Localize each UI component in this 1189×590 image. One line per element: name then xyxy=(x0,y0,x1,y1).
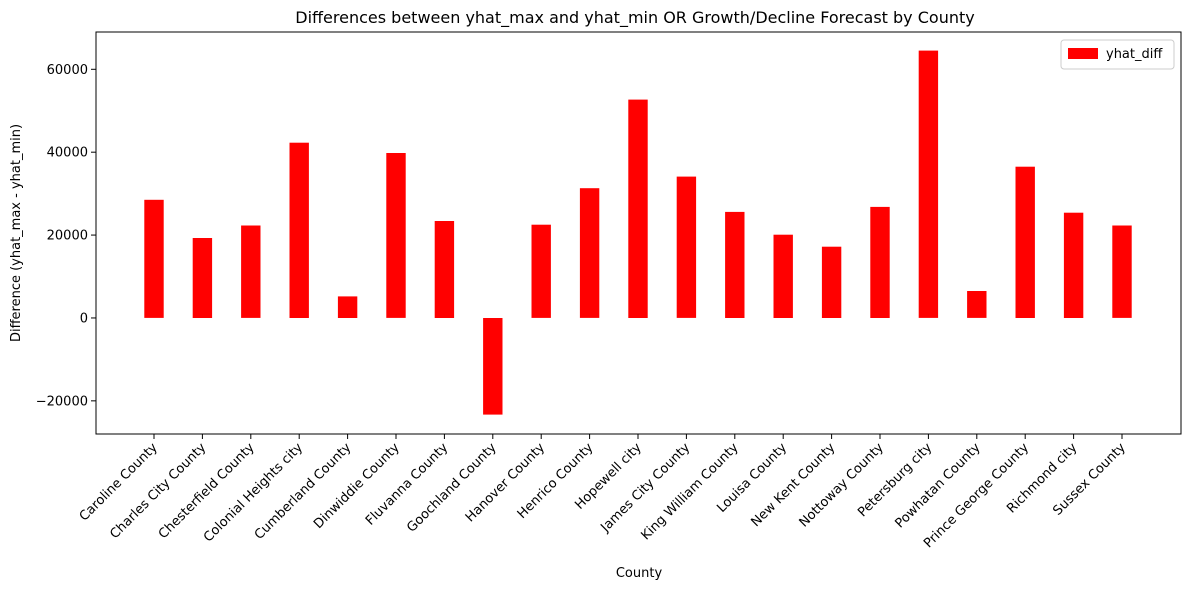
bars-group xyxy=(144,50,1132,415)
x-tick-label: James City County xyxy=(598,440,694,536)
x-tick-label: Goochland County xyxy=(404,440,500,536)
y-axis-label: Difference (yhat_max - yhat_min) xyxy=(9,124,24,342)
bar-4 xyxy=(337,296,358,318)
x-tick-label: King William County xyxy=(639,440,742,543)
bar-7 xyxy=(483,318,503,415)
bar-1 xyxy=(192,238,213,318)
bar-0 xyxy=(144,199,164,318)
y-ticks-group: −20000 0 20000 40000 60000 xyxy=(36,63,96,409)
bar-2 xyxy=(241,225,261,318)
bar-11 xyxy=(676,176,697,318)
x-axis-label: County xyxy=(616,566,663,581)
y-tick-label: 60000 xyxy=(47,63,88,78)
bar-17 xyxy=(967,291,987,318)
chart-title: Differences between yhat_max and yhat_mi… xyxy=(295,8,974,28)
x-tick-label: Caroline County xyxy=(77,440,161,524)
bar-18 xyxy=(1015,166,1035,318)
y-tick-label: 40000 xyxy=(47,146,88,161)
bar-19 xyxy=(1063,212,1084,318)
bar-9 xyxy=(579,188,600,318)
bar-16 xyxy=(918,50,939,318)
x-tick-label: Cumberland County xyxy=(252,440,355,543)
x-tick-label: Fluvanna County xyxy=(363,440,452,529)
x-tick-label: Nottoway County xyxy=(797,440,887,530)
x-tick-label: Charles City County xyxy=(107,440,209,542)
y-tick-label: −20000 xyxy=(36,394,88,409)
bar-12 xyxy=(725,211,745,318)
legend: yhat_diff xyxy=(1060,39,1175,70)
y-tick-label: 20000 xyxy=(47,229,88,244)
bar-20 xyxy=(1112,225,1132,318)
legend-swatch xyxy=(1068,48,1098,59)
x-tick-label: Dinwiddie County xyxy=(311,440,403,532)
bar-14 xyxy=(821,246,842,318)
bar-13 xyxy=(773,234,793,318)
bar-8 xyxy=(531,224,551,318)
x-tick-label: Powhatan County xyxy=(892,440,983,531)
bar-10 xyxy=(628,99,648,318)
x-tick-label: Chesterfield County xyxy=(156,440,258,542)
legend-box xyxy=(1060,39,1175,70)
legend-label: yhat_diff xyxy=(1106,47,1163,62)
bar-5 xyxy=(386,153,406,318)
x-tick-label: New Kent County xyxy=(749,440,839,530)
bar-3 xyxy=(289,142,309,318)
bar-15 xyxy=(870,206,890,318)
y-tick-label: 0 xyxy=(80,311,88,326)
bar-6 xyxy=(434,221,455,318)
